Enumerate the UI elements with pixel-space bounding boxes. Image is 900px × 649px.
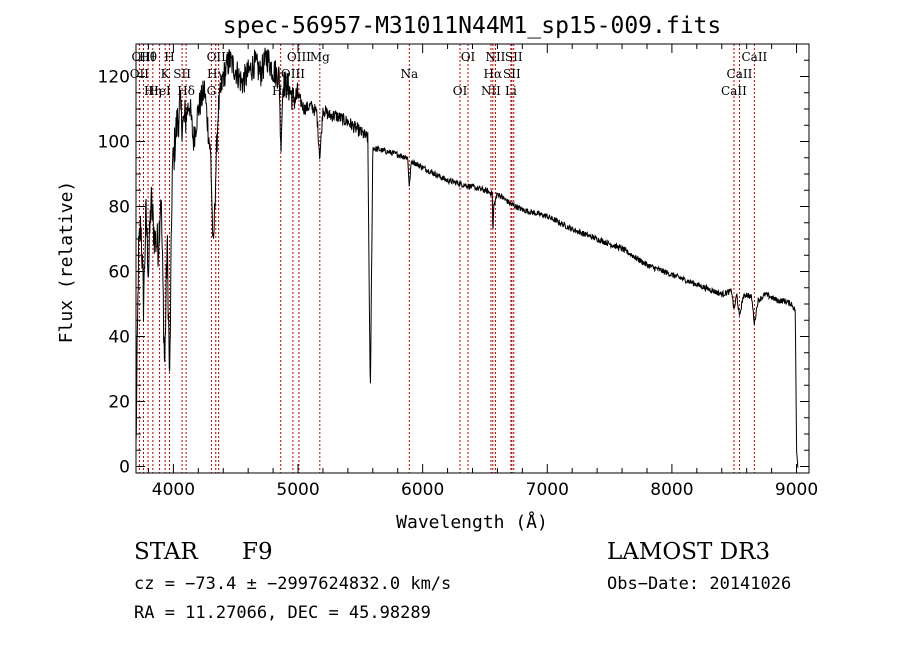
spectral-line-label: OI xyxy=(461,50,476,64)
spectral-line-label: CaII xyxy=(727,67,753,81)
sky-coordinates: RA = 11.27066, DEC = 45.98289 xyxy=(134,603,431,623)
spectral-line-label: OIII xyxy=(131,50,155,64)
x-axis-label: Wavelength (Å) xyxy=(396,511,548,533)
spectral-line-label: G xyxy=(207,84,217,98)
observation-date: Obs−Date: 20141026 xyxy=(607,574,792,594)
y-tick-label: 80 xyxy=(108,198,130,218)
spectral-line-label: SII xyxy=(173,67,191,81)
axes: 4000 5000 6000 7000 8000 9000 0 20 40 60 80 100 120 xyxy=(98,44,818,500)
spectral-line-label: Hδ xyxy=(177,84,195,98)
plot-frame xyxy=(135,43,810,474)
spectral-line-label: SII xyxy=(503,67,521,81)
spectral-line-label: K xyxy=(161,67,171,81)
y-tick-label: 20 xyxy=(108,393,130,413)
spectral-line-labels: Hθ OII Hη OIII K HeI H SII Hδ OIII Hγ G OIII OIII Hβ Mg… xyxy=(130,50,768,98)
y-tick-label: 60 xyxy=(108,263,130,283)
spectrum-line xyxy=(135,47,799,468)
spectral-line-label: NII xyxy=(481,84,501,98)
spectral-line-label: SII xyxy=(505,50,523,64)
x-tick-label: 7000 xyxy=(526,480,569,500)
spectral-line-label: Li xyxy=(505,84,517,98)
spectral-line-markers xyxy=(138,44,755,473)
x-tick-label: 8000 xyxy=(650,480,693,500)
spectral-line-label: Hα xyxy=(484,67,503,81)
spectrum-series xyxy=(135,47,799,468)
spectral-line-label: Hγ xyxy=(207,67,225,81)
chart-title: spec-56957-M31011N44M1_sp15-009.fits xyxy=(223,13,722,39)
spectral-line-label: Hβ xyxy=(272,84,289,98)
x-tick-label: 4000 xyxy=(152,480,195,500)
x-tick-label: 5000 xyxy=(276,480,319,500)
spectral-line-label: HeI xyxy=(148,84,171,98)
spectral-line-label: OI xyxy=(453,84,468,98)
y-axis-label: Flux (relative) xyxy=(56,181,77,344)
object-class: STAR xyxy=(134,539,198,565)
spectral-line-label: OIII xyxy=(207,50,231,64)
y-tick-label: 120 xyxy=(98,68,130,88)
y-tick-label: 40 xyxy=(108,328,130,348)
survey-name: LAMOST DR3 xyxy=(607,539,771,565)
spectral-line-label: OII xyxy=(130,67,150,81)
spectral-line-label: CaII xyxy=(721,84,747,98)
spectral-line-label: CaII xyxy=(741,50,767,64)
spectral-line-label: Na xyxy=(400,67,418,81)
spectral-line-label: H xyxy=(164,50,174,64)
x-tick-label: 9000 xyxy=(775,480,818,500)
y-tick-label: 0 xyxy=(119,458,130,478)
spectral-line-label: Mg xyxy=(310,50,330,64)
spectral-line-label: Hη xyxy=(144,84,162,98)
y-tick-label: 100 xyxy=(98,133,130,153)
redshift-velocity: cz = −73.4 ± −2997624832.0 km/s xyxy=(134,574,452,594)
spectral-line-label: NII xyxy=(485,50,505,64)
spectral-line-label: OIII xyxy=(287,50,311,64)
spectral-line-label: Hθ xyxy=(139,50,157,64)
x-tick-label: 6000 xyxy=(401,480,444,500)
object-subclass: F9 xyxy=(242,539,273,565)
spectral-line-label: OIII xyxy=(281,67,305,81)
